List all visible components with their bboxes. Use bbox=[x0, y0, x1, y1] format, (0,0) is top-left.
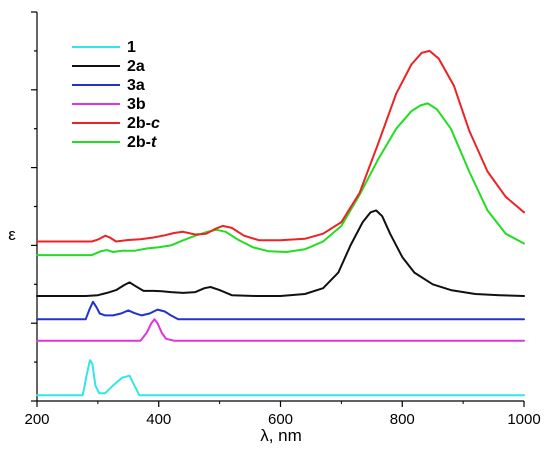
legend: 1 2a 3a 3b 2b-c 2b-t bbox=[72, 39, 160, 151]
series-line-2b-t bbox=[36, 102, 525, 257]
series-line-2b-c bbox=[36, 49, 525, 243]
legend-label-3a: 3a bbox=[127, 77, 145, 94]
x-tick-label: 600 bbox=[268, 411, 293, 428]
x-tick-label: 800 bbox=[390, 411, 415, 428]
x-tick-label: 1000 bbox=[507, 411, 540, 428]
series-line-3b bbox=[36, 318, 525, 342]
y-ticks bbox=[31, 11, 37, 402]
axes bbox=[36, 12, 524, 402]
legend-label-2b-c: 2b-c bbox=[127, 115, 160, 132]
x-ticks: 200 400 600 800 1000 bbox=[24, 401, 541, 428]
x-tick-label: 200 bbox=[24, 411, 49, 428]
series-line-3a bbox=[36, 300, 525, 321]
legend-label-1: 1 bbox=[127, 39, 136, 56]
x-axis-title: λ, nm bbox=[260, 426, 302, 445]
x-tick-label: 400 bbox=[146, 411, 171, 428]
y-axis-title: ε bbox=[8, 225, 16, 244]
series-line-2a bbox=[36, 209, 525, 297]
legend-label-2a: 2a bbox=[127, 58, 145, 75]
series-line-1 bbox=[36, 359, 525, 397]
legend-label-2b-t: 2b-t bbox=[127, 134, 157, 151]
series-lines bbox=[36, 49, 525, 397]
legend-label-3b: 3b bbox=[127, 96, 146, 113]
